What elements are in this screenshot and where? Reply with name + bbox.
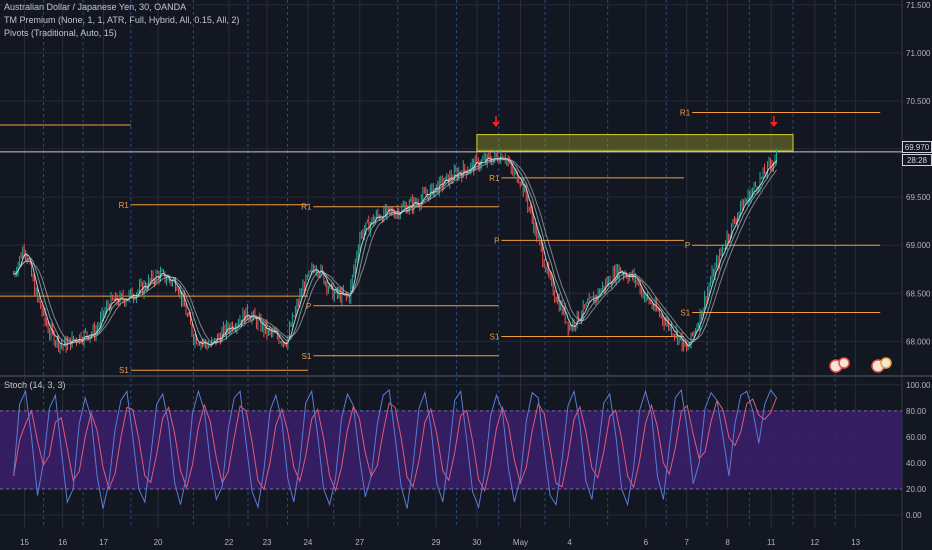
pivot-label: P xyxy=(494,236,499,245)
bar-countdown-tag: 28:28 xyxy=(902,154,932,166)
last-price-tag: 69.970 xyxy=(902,141,932,153)
pivot-label: S1 xyxy=(302,352,312,361)
stochastic-pane xyxy=(0,388,902,510)
stoch-axis-label: 80.00 xyxy=(906,407,927,416)
pivot-label: R1 xyxy=(119,201,130,210)
time-axis-label: 27 xyxy=(355,538,364,547)
moving-average-bands xyxy=(13,156,777,347)
time-axis-label: 17 xyxy=(99,538,108,547)
indicator-legend-stoch[interactable]: Stoch (14, 3, 3) xyxy=(4,380,66,390)
time-axis-label: 13 xyxy=(851,538,860,547)
pivot-label: R1 xyxy=(680,109,691,118)
pivot-label: S1 xyxy=(119,366,129,375)
time-axis-label: 15 xyxy=(20,538,29,547)
pivot-label: P xyxy=(685,241,690,250)
time-axis-label: 16 xyxy=(58,538,67,547)
time-axis-label: 29 xyxy=(432,538,441,547)
time-axis-label: 30 xyxy=(472,538,481,547)
arrow-down-icon xyxy=(491,121,500,127)
price-axis-label: 69.500 xyxy=(906,193,931,202)
symbol-title[interactable]: Australian Dollar / Japanese Yen, 30, OA… xyxy=(4,2,187,12)
price-axis: 71.50071.00070.50070.00069.50069.00068.5… xyxy=(906,1,931,520)
time-axis-label: 7 xyxy=(684,538,689,547)
stoch-axis-label: 20.00 xyxy=(906,485,927,494)
time-axis-label: 6 xyxy=(644,538,649,547)
time-axis-label: 12 xyxy=(810,538,819,547)
time-axis-label: 8 xyxy=(725,538,730,547)
stoch-axis-label: 40.00 xyxy=(906,459,927,468)
moving-average-line xyxy=(13,157,777,346)
event-flag-icon[interactable] xyxy=(829,357,851,373)
time-axis-label: 20 xyxy=(154,538,163,547)
stoch-k-line xyxy=(13,388,777,510)
stoch-axis-label: 0.00 xyxy=(906,511,922,520)
price-axis-label: 69.000 xyxy=(906,241,931,250)
price-axis-label: 71.500 xyxy=(906,1,931,10)
event-flag-icon[interactable] xyxy=(871,357,893,373)
candle-series xyxy=(13,149,778,355)
price-axis-label: 70.500 xyxy=(906,97,931,106)
price-axis-label: 68.500 xyxy=(906,289,931,298)
indicator-legend-tm-premium[interactable]: TM Premium (None, 1, 1, ATR, Full, Hybri… xyxy=(4,15,240,25)
stoch-d-line xyxy=(13,397,778,493)
time-axis-label: 11 xyxy=(767,538,776,547)
time-axis-label: 22 xyxy=(224,538,233,547)
pivot-label: P xyxy=(306,302,311,311)
resistance-zone xyxy=(476,134,794,152)
signal-arrows xyxy=(491,115,778,127)
time-axis-label: 23 xyxy=(263,538,272,547)
time-axis-label: 24 xyxy=(303,538,312,547)
pivot-label: R1 xyxy=(489,174,500,183)
stoch-axis-label: 60.00 xyxy=(906,433,927,442)
pivot-label: S1 xyxy=(680,309,690,318)
pivot-label: R1 xyxy=(301,203,312,212)
price-axis-label: 71.000 xyxy=(906,49,931,58)
indicator-legend-pivots[interactable]: Pivots (Traditional, Auto, 15) xyxy=(4,28,117,38)
time-axis-label: May xyxy=(513,538,528,547)
stoch-band xyxy=(0,410,902,489)
time-axis-label: 4 xyxy=(567,538,572,547)
time-axis: 15 16 17 20 22 23 24 27 29 30 May 4 6 7 8 11 12 13 xyxy=(20,538,861,547)
moving-average-line xyxy=(13,158,777,344)
moving-average-line xyxy=(13,156,777,347)
stoch-axis-label: 100.00 xyxy=(906,381,931,390)
pivot-label: S1 xyxy=(490,333,500,342)
arrow-down-icon xyxy=(769,121,778,127)
resistance-zone-layer xyxy=(0,134,902,153)
price-axis-label: 68.000 xyxy=(906,337,931,346)
